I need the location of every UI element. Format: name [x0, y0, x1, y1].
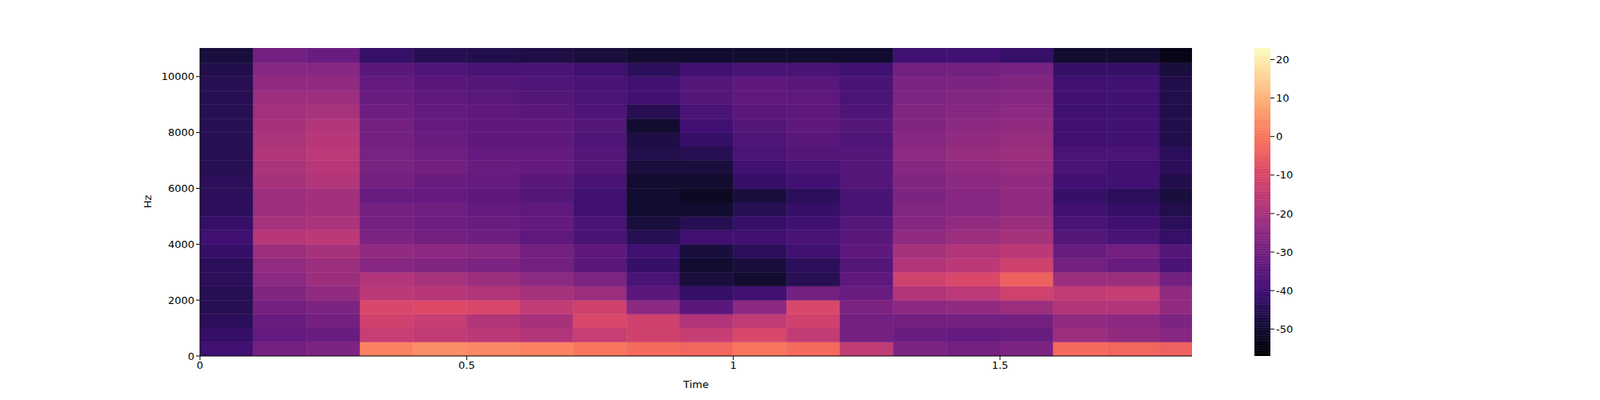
svg-text:2000: 2000: [168, 294, 195, 307]
svg-text:-10: -10: [1276, 168, 1293, 181]
svg-text:-30: -30: [1276, 246, 1293, 259]
html-text:Time: Time: [683, 378, 709, 390]
svg-text:0: 0: [188, 350, 195, 363]
svg-text:4000: 4000: [168, 238, 195, 251]
svg-text:0.5: 0.5: [458, 359, 476, 372]
svg-text:10000: 10000: [161, 70, 195, 83]
svg-text:1.5: 1.5: [992, 359, 1009, 372]
svg-text:6000: 6000: [168, 182, 195, 195]
svg-text:8000: 8000: [168, 126, 195, 139]
html-text:Hz: Hz: [141, 194, 154, 209]
svg-text:-40: -40: [1276, 284, 1293, 297]
svg-text:20: 20: [1276, 53, 1290, 66]
svg-text:0: 0: [196, 359, 204, 372]
svg-text:1: 1: [730, 359, 737, 372]
svg-text:-20: -20: [1276, 208, 1293, 220]
svg-text:0: 0: [1276, 130, 1283, 143]
svg-text:-50: -50: [1276, 323, 1293, 336]
svg-text:10: 10: [1276, 92, 1290, 104]
